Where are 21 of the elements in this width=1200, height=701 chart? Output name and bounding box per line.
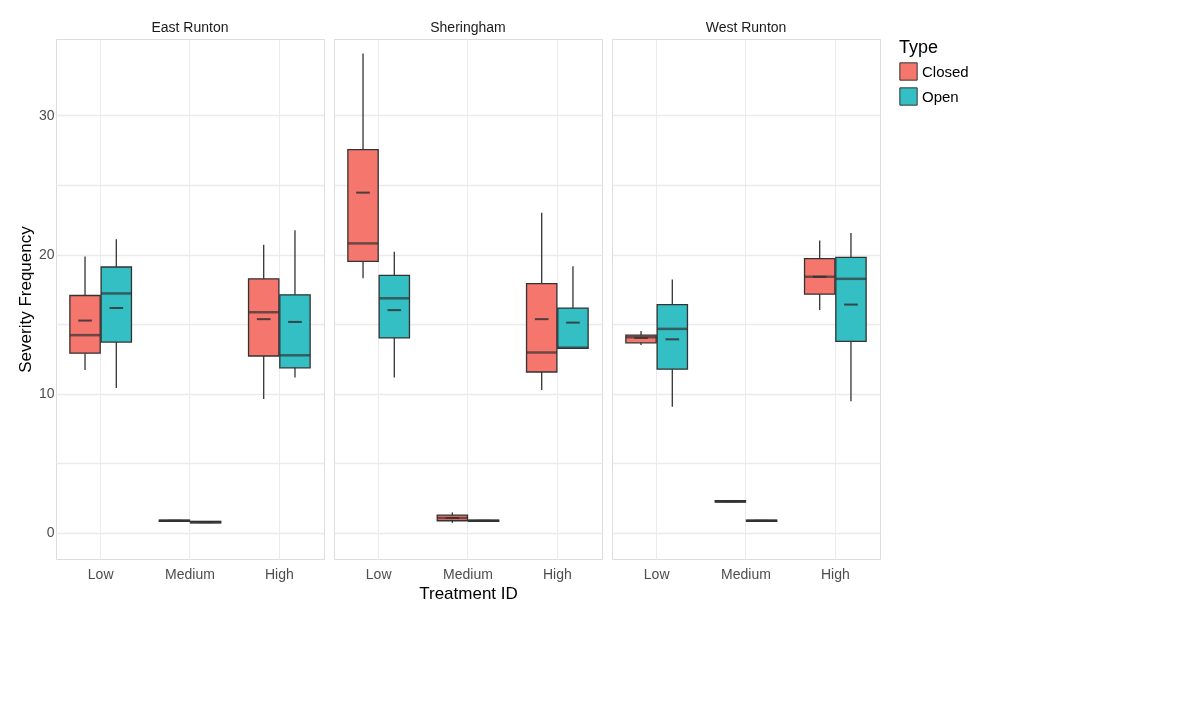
x-tick-label: Medium: [443, 565, 493, 582]
x-tick-label: Medium: [165, 565, 215, 582]
legend-title: Type: [899, 37, 939, 57]
x-tick-label: Low: [87, 565, 115, 582]
y-tick-label: 30: [38, 106, 55, 123]
x-tick-label: High: [820, 565, 850, 582]
x-tick-label: High: [264, 565, 294, 582]
y-tick-label: 20: [38, 246, 55, 263]
x-axis-title: Treatment ID: [419, 583, 518, 603]
legend-label: Closed: [922, 62, 969, 80]
y-axis-title: Severity Frequency: [15, 225, 35, 373]
x-tick-label: Low: [643, 565, 671, 582]
chart-title: East Runton: [151, 19, 229, 35]
chart-title: West Runton: [705, 19, 787, 35]
y-tick-label: 10: [38, 385, 55, 402]
legend-label: Open: [922, 87, 959, 105]
chart-title: Sheringham: [430, 19, 506, 35]
x-tick-label: Low: [365, 565, 393, 582]
x-tick-label: High: [542, 565, 572, 582]
x-tick-label: Medium: [721, 565, 771, 582]
y-tick-label: 0: [46, 524, 55, 541]
